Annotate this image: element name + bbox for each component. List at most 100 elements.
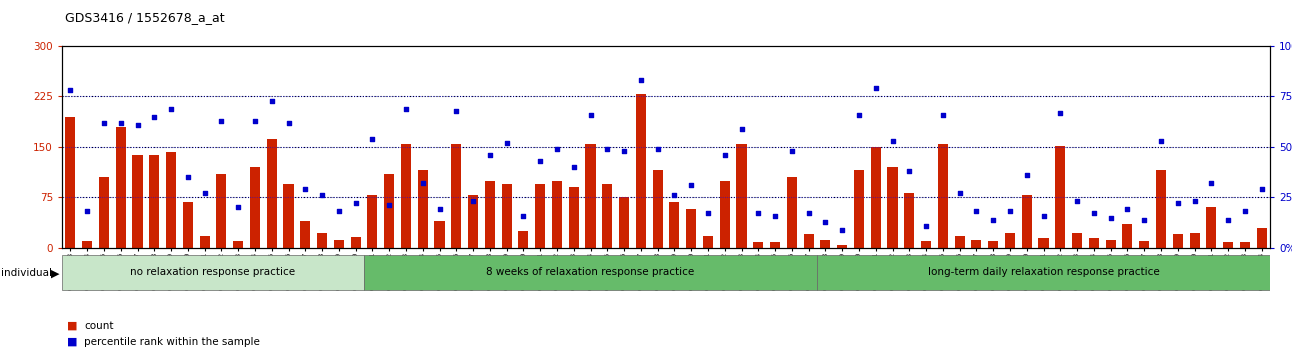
Point [1168,201,1189,206]
Text: 8 weeks of relaxation response practice: 8 weeks of relaxation response practice [486,267,695,277]
Point [328,209,349,214]
Point [446,108,466,113]
Bar [1123,224,1133,248]
Bar [770,242,780,248]
Bar [753,242,764,248]
Bar [1089,238,1099,248]
Point [530,158,550,164]
Bar [636,95,646,248]
Point [278,120,298,126]
Point [1252,187,1273,192]
Bar [216,174,226,248]
Bar [787,177,797,248]
Point [748,211,769,216]
Bar [972,240,982,248]
Bar [83,241,92,248]
Point [345,201,366,206]
Bar [384,174,394,248]
Point [630,78,651,83]
Bar [1156,170,1165,248]
Bar [854,170,864,248]
Text: long-term daily relaxation response practice: long-term daily relaxation response prac… [928,267,1159,277]
Bar [116,127,125,248]
Point [211,118,231,124]
Bar [1022,195,1032,248]
Bar [837,245,848,248]
Point [244,118,265,124]
Bar [1190,233,1199,248]
Point [1218,217,1239,222]
Point [681,182,702,188]
Point [463,199,483,204]
Point [1151,138,1172,144]
Text: GDS3416 / 1552678_a_at: GDS3416 / 1552678_a_at [65,11,225,24]
Bar [585,144,596,248]
Point [362,136,382,142]
Point [496,140,517,146]
Bar [167,152,176,248]
Bar [317,233,327,248]
Text: individual: individual [1,268,52,278]
Bar [133,155,142,248]
Bar [619,198,629,248]
Bar [468,195,478,248]
Bar [1005,233,1016,248]
Bar [518,231,528,248]
Point [731,126,752,132]
Point [1050,110,1071,115]
Text: ■: ■ [67,337,78,347]
Point [1185,199,1205,204]
Bar [1257,228,1266,248]
Point [849,112,870,118]
Bar [568,187,579,248]
Bar [652,170,663,248]
Point [1202,181,1222,186]
Text: percentile rank within the sample: percentile rank within the sample [84,337,260,347]
Point [647,146,668,152]
Bar [350,237,360,248]
Bar [333,240,344,248]
Text: ▶: ▶ [52,268,59,278]
Point [563,164,584,170]
Bar [904,193,915,248]
Bar [921,241,932,248]
Bar [1039,238,1049,248]
Point [916,223,937,228]
Bar [703,236,713,248]
Point [664,193,685,198]
Bar [720,181,730,248]
Text: count: count [84,321,114,331]
Point [832,227,853,233]
Bar [501,184,512,248]
Point [882,138,903,144]
Point [614,148,634,154]
Bar [736,144,747,248]
Point [950,190,970,196]
Bar [535,184,545,248]
Bar [820,240,831,248]
Bar [552,181,562,248]
Bar [1056,145,1066,248]
Bar [1140,241,1150,248]
Bar [434,221,444,248]
Point [1034,213,1054,218]
Bar [888,167,898,248]
Point [513,213,534,218]
Point [194,190,214,196]
Point [597,146,618,152]
Point [1017,172,1037,178]
Point [379,202,399,208]
Bar [484,181,495,248]
Bar [871,147,881,248]
Bar [150,155,159,248]
Point [110,120,130,126]
Bar [249,167,260,248]
Bar [938,144,948,248]
Bar [1240,242,1249,248]
Bar [1072,233,1083,248]
Point [295,187,315,192]
Point [815,219,836,224]
Bar [367,195,377,248]
Point [966,209,987,214]
Bar [183,202,193,248]
